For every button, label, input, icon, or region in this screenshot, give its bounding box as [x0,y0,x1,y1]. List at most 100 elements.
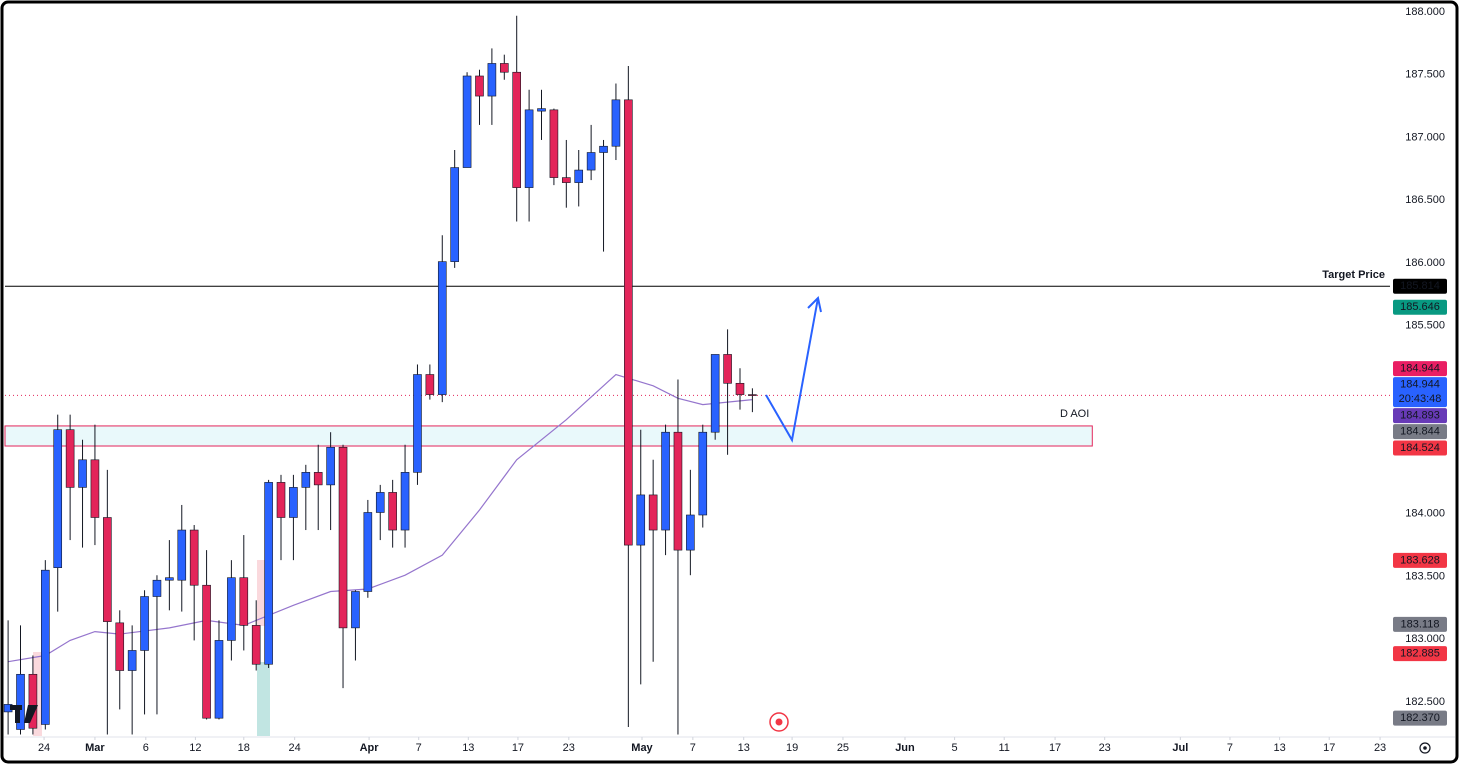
candle-body [648,494,658,531]
price-tag [1393,552,1447,568]
zone-label: D AOI [1060,408,1089,420]
price-tag [1393,361,1447,377]
level-label: Target Price [1322,269,1385,281]
price-tag-label: 184.944 [1400,378,1440,390]
price-tag [1393,377,1447,408]
candle-body [599,145,608,153]
candle-body [65,429,75,488]
highlight [33,652,42,736]
x-tick-label: 25 [837,742,849,754]
candle-body [537,108,546,112]
moving-average [8,373,753,663]
candle-body [624,99,633,546]
price-tag-label: 184.524 [1400,442,1440,454]
x-tick-label: 7 [1227,742,1233,754]
x-tick-label: Jul [1172,742,1188,754]
x-tick-label: 17 [512,742,524,754]
arrow [765,297,819,443]
price-tag [1393,710,1447,726]
candle-body [363,512,373,592]
highlight [257,560,266,626]
candle-body [53,429,63,568]
candle-body [115,622,125,671]
alert-icon-dot [775,718,783,726]
y-tick-label: 184.000 [1405,508,1445,520]
candle-body [140,596,149,651]
y-tick-label: 187.500 [1405,69,1445,81]
candle-body [127,650,137,671]
x-tick-label: 11 [998,742,1009,754]
price-tag [1393,299,1447,315]
candle-body [686,514,695,551]
candle-body [475,75,484,97]
candle-body [388,492,397,531]
candle-body [549,109,559,178]
candle-body [512,71,521,188]
candle-body [264,482,273,665]
candle-body [227,577,236,641]
x-tick-label: 23 [563,742,575,754]
candle-body [165,577,174,581]
price-tag [1393,440,1447,456]
y-tick-label: 183.500 [1405,570,1445,582]
x-tick-label: 7 [690,742,696,754]
price-tag-label: 184.844 [1400,425,1440,437]
price-tag [1393,616,1447,632]
x-tick-label: Mar [85,742,105,754]
x-tick-label: 13 [1273,742,1285,754]
x-tick-label: 23 [1374,742,1386,754]
candle-body [586,152,596,171]
price-tag-label: 182.885 [1400,647,1440,659]
x-tick-label: Apr [360,742,380,754]
x-tick-label: 18 [238,742,250,754]
candle-body [301,472,311,488]
candle-body [450,167,459,262]
candle-body [177,529,187,581]
price-tag-countdown: 20:43:48 [1399,393,1442,405]
candle-body [413,374,422,473]
x-tick-label: 7 [416,742,422,754]
plot-area: D AOI Target Price [3,11,1394,735]
candle-body [276,482,286,518]
candle-body [239,577,249,626]
price-tag [1393,278,1447,294]
y-tick-label: 188.000 [1405,6,1445,18]
candle-body [103,517,112,622]
x-tick-label: Jun [895,742,915,754]
candle-body [636,494,646,546]
candle-body [78,459,87,488]
settings-icon-dot [1423,746,1427,750]
price-tag-label: 182.370 [1400,712,1440,724]
candle-body [214,640,224,719]
candle-body [710,354,720,433]
x-tick-label: 17 [1049,742,1061,754]
x-tick-label: 12 [189,742,201,754]
candle-body [723,354,732,384]
candle-body [189,529,199,586]
candle-body [152,579,162,597]
candle-body [673,431,683,551]
y-tick-label: 183.000 [1405,633,1445,645]
candle-body [574,169,584,183]
settings-icon[interactable] [1419,742,1431,754]
price-tag-label: 184.893 [1400,409,1440,421]
highlight [257,662,270,736]
x-tick-label: 5 [952,742,958,754]
price-tag-label: 185.646 [1400,301,1440,313]
x-tick-label: 24 [38,742,50,754]
price-tag-label: 183.118 [1401,618,1440,630]
candle-body [289,487,298,518]
candle-body [41,569,50,725]
x-tick-label: 13 [738,742,750,754]
price-tag-label: 185.814 [1400,280,1440,292]
candle-body [735,382,745,395]
price-tag-label: 184.944 [1400,362,1440,374]
arrow-head [807,295,822,313]
candle-body [661,431,670,531]
price-tag [1393,408,1447,424]
candle-body [202,584,211,719]
candle-body [611,99,621,147]
alert-icon[interactable] [769,712,789,732]
y-tick-label: 186.000 [1405,257,1445,269]
